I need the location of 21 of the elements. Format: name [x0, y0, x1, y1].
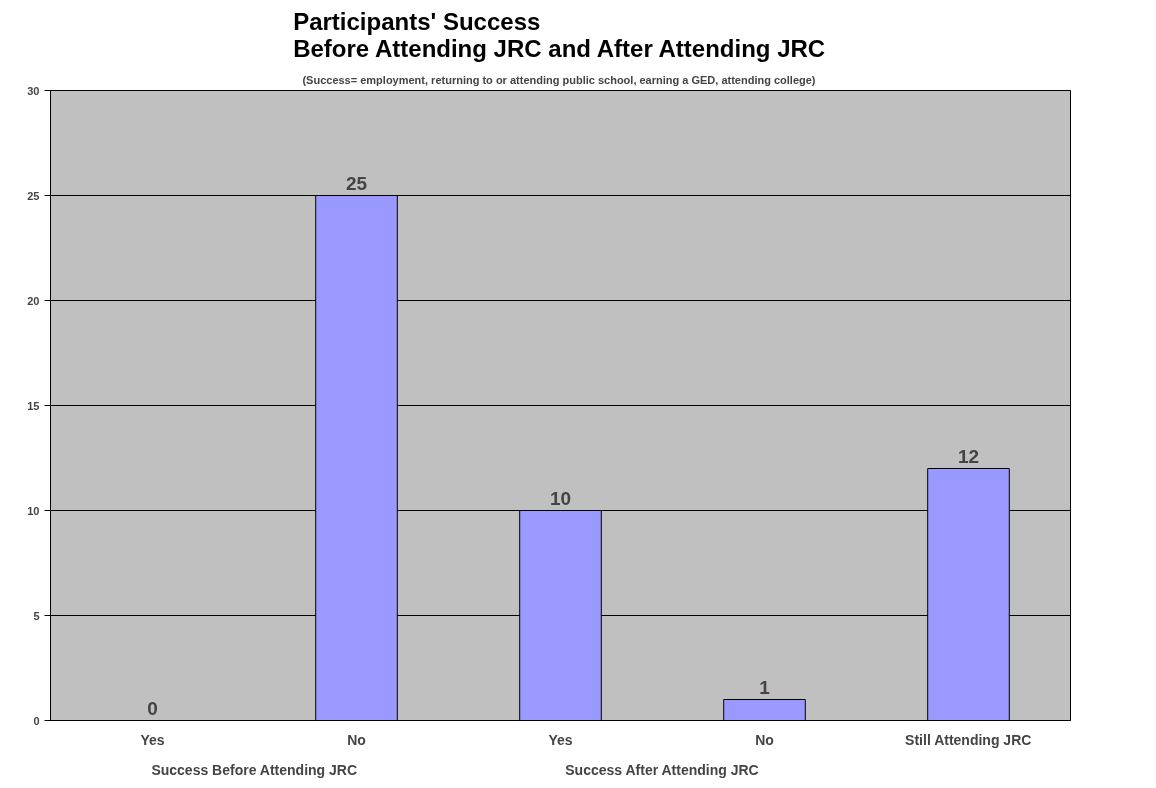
x-tick-label: Still Attending JRC [905, 731, 1032, 748]
y-tick-label: 30 [27, 84, 40, 97]
text: Success Before Attending JRC [151, 761, 358, 778]
text: Success After Attending JRC [565, 761, 759, 778]
data-label: 1 [759, 676, 771, 698]
x-tick-label: Yes [548, 731, 573, 748]
chart-subtitle: (Success= employment, returning to or attending public school, earning a GED, attending college) [302, 73, 816, 86]
y-tick-label: 15 [27, 399, 40, 412]
y-tick-label: 0 [33, 714, 40, 727]
x-tick-label: No [347, 731, 366, 748]
data-label: 0 [147, 697, 158, 719]
data-label: 25 [345, 172, 368, 194]
chart-title: Participants' Success Before Attending JRC and After Attending JRC [293, 7, 826, 62]
y-tick-label: 25 [27, 189, 40, 202]
data-label: 12 [957, 445, 980, 467]
y-tick-label: 20 [27, 294, 40, 307]
data-label: 10 [549, 487, 572, 509]
y-tick-label: 10 [27, 504, 40, 517]
y-tick-label: 5 [33, 609, 40, 622]
x-tick-label: No [755, 731, 774, 748]
x-tick-label: Yes [140, 731, 165, 748]
